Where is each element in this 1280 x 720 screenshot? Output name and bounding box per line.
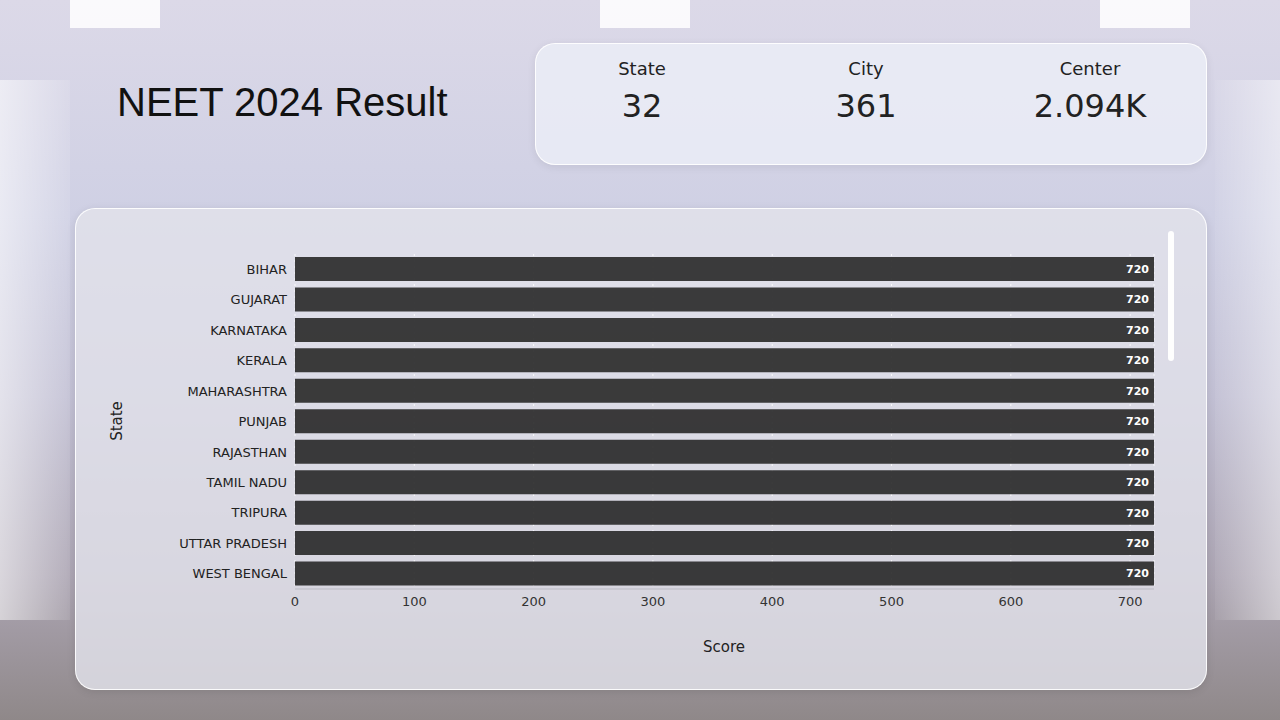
html-text:City: City xyxy=(848,58,884,79)
svg-text:300: 300 xyxy=(641,594,666,609)
svg-text:WEST BENGAL: WEST BENGAL xyxy=(193,566,288,581)
svg-text:TAMIL NADU: TAMIL NADU xyxy=(206,475,287,490)
html-text:2.094K: 2.094K xyxy=(1033,87,1147,125)
svg-text:100: 100 xyxy=(402,594,427,609)
svg-text:720: 720 xyxy=(1126,293,1149,306)
svg-text:200: 200 xyxy=(521,594,546,609)
svg-text:700: 700 xyxy=(1118,594,1143,609)
svg-text:720: 720 xyxy=(1126,567,1149,580)
svg-text:KARNATAKA: KARNATAKA xyxy=(210,323,287,338)
svg-text:720: 720 xyxy=(1126,476,1149,489)
svg-text:720: 720 xyxy=(1126,415,1149,428)
svg-text:720: 720 xyxy=(1126,446,1149,459)
svg-text:500: 500 xyxy=(879,594,904,609)
svg-text:UTTAR PRADESH: UTTAR PRADESH xyxy=(179,536,287,551)
html-text:32: 32 xyxy=(621,87,663,125)
svg-text:600: 600 xyxy=(998,594,1023,609)
html-text:361: 361 xyxy=(835,87,897,125)
svg-text:TRIPURA: TRIPURA xyxy=(230,505,287,520)
svg-text:0: 0 xyxy=(291,594,299,609)
svg-text:PUNJAB: PUNJAB xyxy=(239,414,288,429)
svg-text:RAJASTHAN: RAJASTHAN xyxy=(213,445,287,460)
svg-text:KERALA: KERALA xyxy=(236,353,287,368)
html-text:Center: Center xyxy=(1059,58,1121,79)
svg-text:720: 720 xyxy=(1126,385,1149,398)
html-text:State: State xyxy=(618,58,666,79)
svg-text:BIHAR: BIHAR xyxy=(247,262,287,277)
svg-text:720: 720 xyxy=(1126,537,1149,550)
svg-text:400: 400 xyxy=(760,594,785,609)
html-text:NEET 2024 Result: NEET 2024 Result xyxy=(117,80,448,124)
html-text:State: State xyxy=(108,401,126,441)
svg-text:720: 720 xyxy=(1126,507,1149,520)
svg-text:720: 720 xyxy=(1126,324,1149,337)
html-text:Score: Score xyxy=(703,638,745,656)
svg-text:GUJARAT: GUJARAT xyxy=(231,292,287,307)
svg-text:720: 720 xyxy=(1126,354,1149,367)
svg-text:MAHARASHTRA: MAHARASHTRA xyxy=(187,384,287,399)
svg-text:720: 720 xyxy=(1126,263,1149,276)
